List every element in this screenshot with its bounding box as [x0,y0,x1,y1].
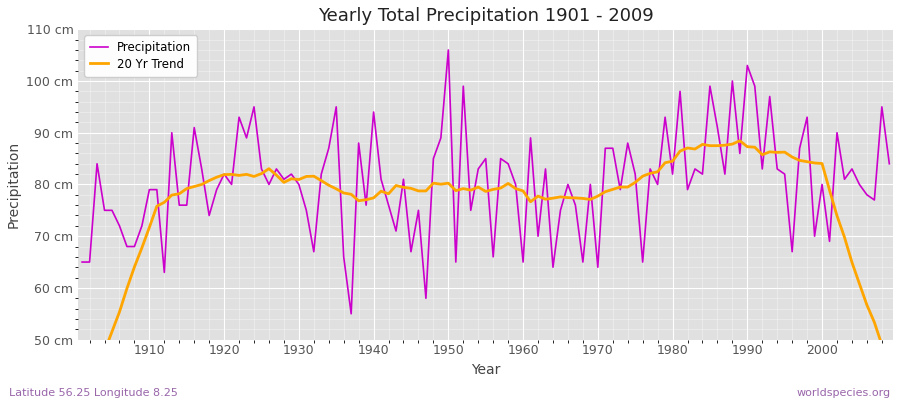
Text: Latitude 56.25 Longitude 8.25: Latitude 56.25 Longitude 8.25 [9,388,178,398]
Precipitation [622,141,633,146]
20 Yr Trend [137,246,148,250]
Precipitation [533,234,544,238]
20 Yr Trend [301,174,311,179]
Line: Precipitation: Precipitation [82,50,889,314]
Precipitation [353,141,364,146]
Precipitation [884,161,895,166]
20 Yr Trend [518,188,528,193]
Legend: Precipitation, 20 Yr Trend: Precipitation, 20 Yr Trend [85,35,197,76]
Precipitation [526,136,536,140]
20 Yr Trend [884,366,895,371]
20 Yr Trend [734,138,745,143]
20 Yr Trend [346,192,356,197]
20 Yr Trend [608,187,618,192]
Y-axis label: Precipitation: Precipitation [7,141,21,228]
Precipitation [301,208,311,213]
Line: 20 Yr Trend: 20 Yr Trend [82,141,889,400]
Precipitation [76,260,87,264]
Precipitation [443,48,454,52]
20 Yr Trend [510,186,521,191]
Text: worldspecies.org: worldspecies.org [796,388,891,398]
X-axis label: Year: Year [471,363,500,377]
Precipitation [137,224,148,228]
Title: Yearly Total Precipitation 1901 - 2009: Yearly Total Precipitation 1901 - 2009 [318,7,653,25]
Precipitation [346,311,356,316]
